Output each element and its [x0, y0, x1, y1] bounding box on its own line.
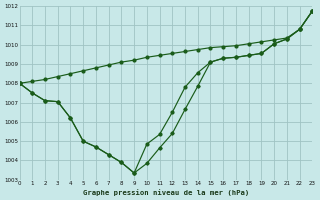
X-axis label: Graphe pression niveau de la mer (hPa): Graphe pression niveau de la mer (hPa) — [83, 189, 249, 196]
